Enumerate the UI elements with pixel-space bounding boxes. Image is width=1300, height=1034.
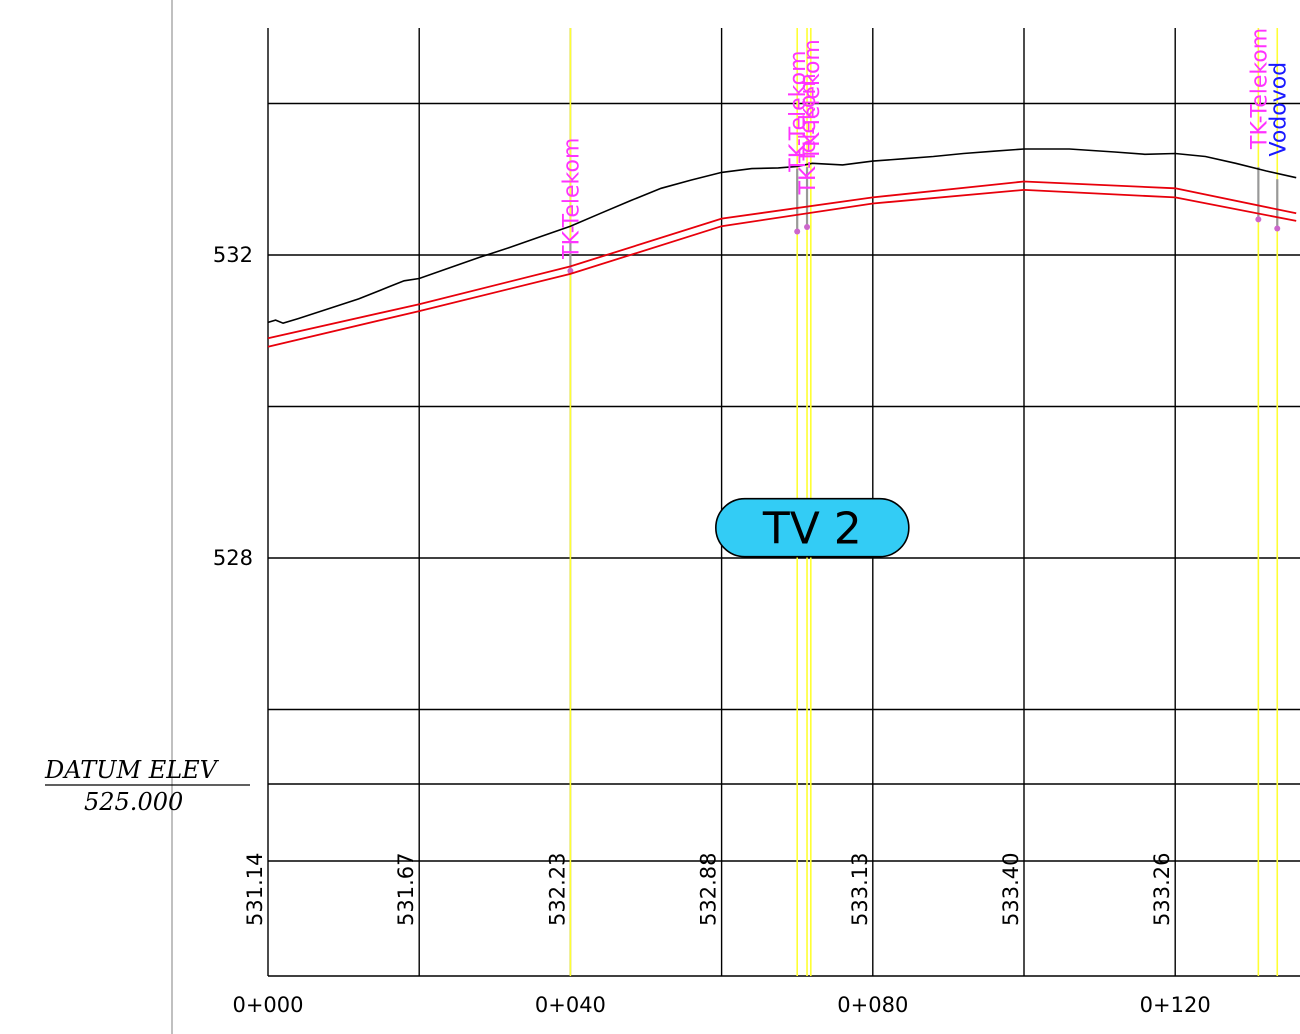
utility-marker-point: [1255, 216, 1262, 223]
grid: [267, 28, 1300, 977]
utility-marker-point: [794, 228, 801, 235]
tv2-badge[interactable]: [715, 497, 910, 558]
tk-telekom-label: TK-Telekom: [1247, 28, 1272, 150]
tk-telekom-label: TK-Telekom: [800, 39, 825, 161]
elevation-value-label: 532.88: [697, 853, 721, 926]
elevation-value-label: 531.67: [394, 853, 418, 926]
tk-telekom-label: TK-Telekom: [786, 50, 811, 172]
utility-marker-point: [1274, 225, 1281, 232]
tv2-badge-label: TV 2: [762, 504, 862, 555]
pipe-profile-line: [267, 180, 1297, 340]
ground-profile-line: [267, 148, 1297, 325]
datum-elev-value: 525.000: [84, 788, 183, 816]
elevation-value-label: 533.13: [848, 853, 872, 926]
elevation-tick-label: 532: [213, 243, 253, 267]
station-tick-label: 0+000: [232, 993, 303, 1017]
vodovod-label: Vodovod: [1266, 62, 1291, 157]
profile-labels: 532 528 0+000 0+040 0+080 0+120 531.14 531.67 53…: [213, 28, 1291, 1017]
station-tick-label: 0+080: [837, 993, 908, 1017]
datum-elev-label: DATUM ELEV: [44, 756, 220, 784]
utility-marker-point: [804, 223, 811, 230]
station-tick-label: 0+040: [535, 993, 606, 1017]
elevation-value-label: 533.26: [1150, 853, 1174, 926]
profile-lines: [267, 148, 1297, 348]
elevation-tick-label: 528: [213, 546, 253, 570]
elevation-value-label: 532.23: [545, 853, 569, 926]
tk-telekom-label: TK-Telekom: [559, 138, 584, 260]
station-tick-label: 0+120: [1140, 993, 1211, 1017]
utility-markers: [567, 28, 1281, 976]
elevation-value-label: 533.40: [999, 853, 1023, 926]
pipe-profile-line: [267, 188, 1297, 348]
elevation-value-label: 531.14: [243, 853, 267, 926]
tk-telekom-label: TK-Telekom: [796, 73, 821, 195]
utility-marker-point: [567, 267, 574, 274]
